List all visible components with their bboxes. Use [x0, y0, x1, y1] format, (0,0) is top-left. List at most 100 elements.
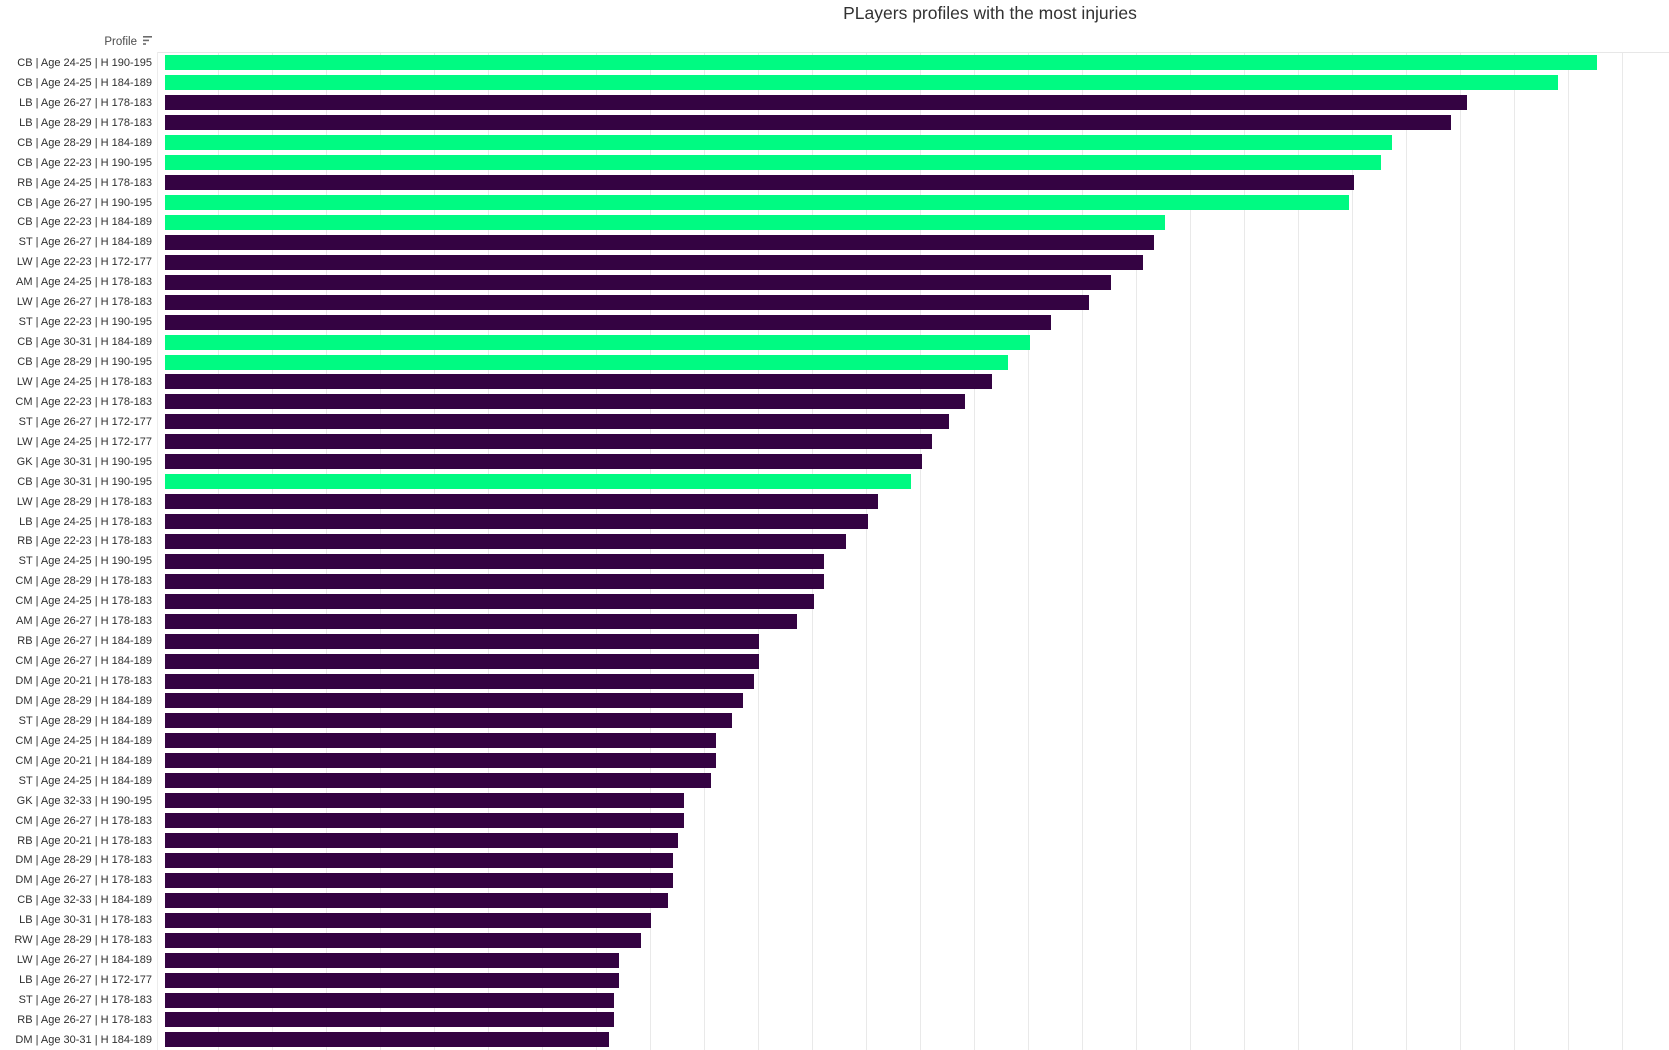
sort-descending-icon[interactable] [141, 35, 153, 49]
bar[interactable] [165, 673, 754, 689]
row-label[interactable]: RB | Age 26-27 | H 178-183 [17, 1013, 152, 1026]
bar[interactable] [165, 892, 668, 908]
bar[interactable] [165, 813, 684, 829]
row-label[interactable]: DM | Age 26-27 | H 178-183 [15, 874, 152, 887]
row-label[interactable]: ST | Age 26-27 | H 178-183 [18, 994, 152, 1007]
bar-highlighted[interactable] [165, 135, 1392, 151]
row-label[interactable]: ST | Age 24-25 | H 184-189 [18, 774, 152, 787]
bar-highlighted[interactable] [165, 214, 1165, 230]
bar[interactable] [165, 912, 651, 928]
bar-highlighted[interactable] [165, 474, 911, 490]
row-label[interactable]: LW | Age 24-25 | H 178-183 [16, 375, 152, 388]
bar[interactable] [165, 952, 619, 968]
row-label[interactable]: LB | Age 30-31 | H 178-183 [19, 914, 152, 927]
bar[interactable] [165, 932, 641, 948]
row-label[interactable]: RB | Age 24-25 | H 178-183 [17, 176, 152, 189]
bar[interactable] [165, 633, 759, 649]
row-label[interactable]: LB | Age 26-27 | H 172-177 [19, 974, 152, 987]
bar[interactable] [165, 733, 716, 749]
bar-highlighted[interactable] [165, 354, 1008, 370]
bar[interactable] [165, 613, 797, 629]
row-label[interactable]: LW | Age 24-25 | H 172-177 [16, 435, 152, 448]
bar-highlighted[interactable] [165, 195, 1349, 211]
row-label[interactable]: CM | Age 28-29 | H 178-183 [15, 575, 152, 588]
row-label[interactable]: LW | Age 26-27 | H 178-183 [16, 296, 152, 309]
row-label[interactable]: GK | Age 30-31 | H 190-195 [16, 455, 152, 468]
bar-highlighted[interactable] [165, 75, 1558, 91]
row-label[interactable]: CB | Age 30-31 | H 190-195 [17, 475, 152, 488]
bar[interactable] [165, 872, 673, 888]
row-label[interactable]: CM | Age 26-27 | H 178-183 [15, 814, 152, 827]
bar[interactable] [165, 713, 732, 729]
row-label[interactable]: CB | Age 24-25 | H 190-195 [17, 56, 152, 69]
row-label[interactable]: CB | Age 24-25 | H 184-189 [17, 76, 152, 89]
row-label[interactable]: AM | Age 26-27 | H 178-183 [16, 615, 152, 628]
row-label[interactable]: LB | Age 26-27 | H 178-183 [19, 96, 152, 109]
bar[interactable] [165, 394, 965, 410]
bar[interactable] [165, 95, 1467, 111]
row-label[interactable]: DM | Age 28-29 | H 178-183 [15, 854, 152, 867]
row-label[interactable]: CM | Age 20-21 | H 184-189 [15, 754, 152, 767]
row-label[interactable]: CB | Age 26-27 | H 190-195 [17, 196, 152, 209]
bar[interactable] [165, 833, 678, 849]
bar[interactable] [165, 294, 1089, 310]
row-label[interactable]: CM | Age 24-25 | H 178-183 [15, 595, 152, 608]
bar[interactable] [165, 653, 759, 669]
bar[interactable] [165, 773, 711, 789]
row-label[interactable]: ST | Age 28-29 | H 184-189 [18, 714, 152, 727]
bar[interactable] [165, 374, 992, 390]
bar-highlighted[interactable] [165, 334, 1030, 350]
row-label[interactable]: ST | Age 22-23 | H 190-195 [18, 316, 152, 329]
row-label[interactable]: CM | Age 26-27 | H 184-189 [15, 655, 152, 668]
bar-highlighted[interactable] [165, 55, 1597, 71]
row-label[interactable]: DM | Age 30-31 | H 184-189 [15, 1033, 152, 1046]
row-label[interactable]: CB | Age 28-29 | H 184-189 [17, 136, 152, 149]
row-label[interactable]: RB | Age 26-27 | H 184-189 [17, 635, 152, 648]
bar[interactable] [165, 494, 878, 510]
bar[interactable] [165, 1012, 614, 1028]
row-label[interactable]: GK | Age 32-33 | H 190-195 [16, 794, 152, 807]
row-label[interactable]: CB | Age 32-33 | H 184-189 [17, 894, 152, 907]
row-label[interactable]: ST | Age 26-27 | H 172-177 [18, 415, 152, 428]
row-label[interactable]: RB | Age 20-21 | H 178-183 [17, 834, 152, 847]
bar[interactable] [165, 314, 1051, 330]
profile-column-header[interactable]: Profile [0, 35, 153, 49]
row-label[interactable]: RB | Age 22-23 | H 178-183 [17, 535, 152, 548]
bar[interactable] [165, 514, 868, 530]
row-label[interactable]: CM | Age 24-25 | H 184-189 [15, 734, 152, 747]
bar[interactable] [165, 1032, 609, 1048]
bar[interactable] [165, 693, 743, 709]
bar[interactable] [165, 533, 846, 549]
row-label[interactable]: ST | Age 26-27 | H 184-189 [18, 236, 152, 249]
bar[interactable] [165, 414, 949, 430]
bar[interactable] [165, 753, 716, 769]
bar[interactable] [165, 234, 1154, 250]
row-label[interactable]: LB | Age 28-29 | H 178-183 [19, 116, 152, 129]
row-label[interactable]: LW | Age 28-29 | H 178-183 [16, 495, 152, 508]
bar[interactable] [165, 115, 1451, 131]
bar[interactable] [165, 573, 824, 589]
row-label[interactable]: LW | Age 22-23 | H 172-177 [16, 256, 152, 269]
row-label[interactable]: RW | Age 28-29 | H 178-183 [14, 934, 152, 947]
row-label[interactable]: CB | Age 22-23 | H 184-189 [17, 216, 152, 229]
bar[interactable] [165, 274, 1111, 290]
bar[interactable] [165, 175, 1354, 191]
bar[interactable] [165, 434, 932, 450]
bar-highlighted[interactable] [165, 155, 1381, 171]
row-label[interactable]: AM | Age 24-25 | H 178-183 [16, 276, 152, 289]
bar[interactable] [165, 972, 619, 988]
bar[interactable] [165, 852, 673, 868]
row-label[interactable]: CM | Age 22-23 | H 178-183 [15, 395, 152, 408]
row-label[interactable]: DM | Age 20-21 | H 178-183 [15, 675, 152, 688]
bar[interactable] [165, 553, 824, 569]
row-label[interactable]: CB | Age 28-29 | H 190-195 [17, 356, 152, 369]
bar[interactable] [165, 992, 614, 1008]
row-label[interactable]: ST | Age 24-25 | H 190-195 [18, 555, 152, 568]
bar[interactable] [165, 454, 922, 470]
bar[interactable] [165, 593, 814, 609]
row-label[interactable]: CB | Age 30-31 | H 184-189 [17, 336, 152, 349]
bar[interactable] [165, 254, 1143, 270]
row-label[interactable]: CB | Age 22-23 | H 190-195 [17, 156, 152, 169]
row-label[interactable]: LW | Age 26-27 | H 184-189 [16, 954, 152, 967]
row-label[interactable]: LB | Age 24-25 | H 178-183 [19, 515, 152, 528]
